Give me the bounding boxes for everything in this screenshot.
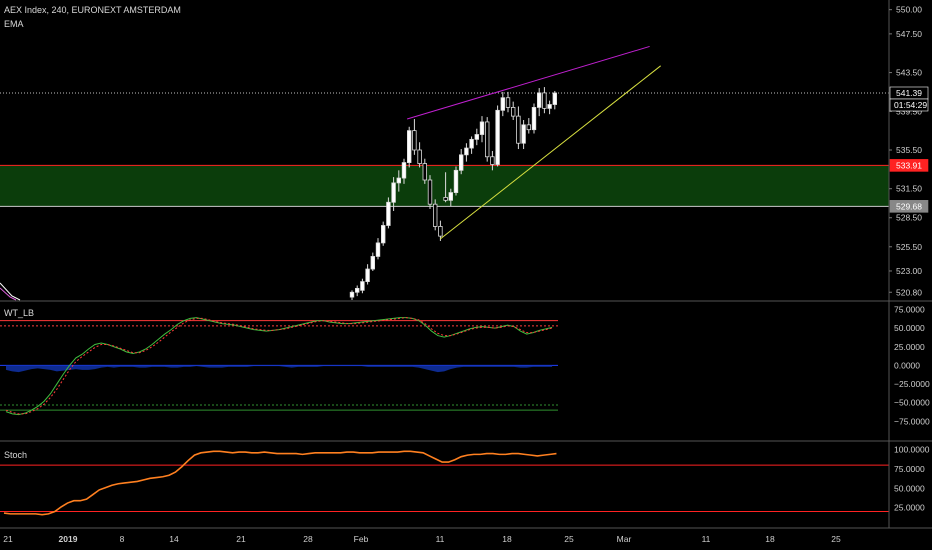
- price-label-box: [889, 159, 929, 172]
- price-label: 529.68: [896, 201, 922, 211]
- candle[interactable]: [427, 179, 433, 205]
- stoch-tick-label: 75.0000: [894, 464, 925, 474]
- price-panel[interactable]: [0, 45, 889, 301]
- candle[interactable]: [438, 226, 443, 237]
- candle[interactable]: [354, 287, 360, 293]
- price-tick-label: 525.50: [896, 242, 922, 252]
- candle[interactable]: [547, 104, 552, 109]
- candle[interactable]: [531, 107, 537, 131]
- chart-title: AEX Index, 240, EURONEXT AMSTERDAM: [4, 5, 181, 15]
- price-tick-label: 547.50: [896, 29, 922, 39]
- stoch-label: Stoch: [4, 450, 28, 460]
- time-tick-label: 2019: [59, 534, 78, 544]
- candle[interactable]: [474, 134, 479, 140]
- candle[interactable]: [349, 291, 355, 298]
- wt-tick-label: −25.0000: [894, 379, 930, 389]
- candle[interactable]: [537, 92, 542, 108]
- wt-tick-label: −50.0000: [894, 398, 930, 408]
- time-tick-label: 21: [3, 534, 13, 544]
- time-tick-label: 21: [236, 534, 246, 544]
- time-tick-label: 14: [169, 534, 179, 544]
- time-tick-label: 11: [702, 534, 711, 544]
- candle[interactable]: [432, 203, 438, 227]
- time-tick-label: 11: [436, 534, 445, 544]
- candle[interactable]: [490, 156, 495, 165]
- wt-tick-label: 0.0000: [894, 360, 920, 370]
- indicator-label: EMA: [4, 19, 24, 29]
- candle[interactable]: [516, 115, 521, 144]
- price-tick-label: 520.80: [896, 287, 922, 297]
- candle[interactable]: [391, 182, 396, 203]
- ema-line: [0, 282, 21, 301]
- wt-tick-label: 25.0000: [894, 342, 925, 352]
- time-tick-label: Mar: [617, 534, 632, 544]
- wt1-line[interactable]: [5, 317, 553, 416]
- candle[interactable]: [365, 268, 370, 283]
- price-tick-label: 531.50: [896, 184, 922, 194]
- candle[interactable]: [375, 242, 381, 257]
- candle[interactable]: [484, 121, 490, 158]
- candle[interactable]: [458, 154, 464, 171]
- wt-tick-label: −75.0000: [894, 416, 930, 426]
- stoch-tick-label: 100.0000: [894, 445, 930, 455]
- price-label: 541.39: [896, 88, 922, 98]
- wt-tick-label: 50.0000: [894, 323, 925, 333]
- trendline-lower[interactable]: [439, 65, 661, 240]
- time-tick-label: 18: [502, 534, 512, 544]
- stoch-line[interactable]: [3, 450, 557, 516]
- time-tick-label: 8: [120, 534, 125, 544]
- candle[interactable]: [401, 162, 407, 179]
- time-tick-label: Feb: [354, 534, 369, 544]
- trendline-upper[interactable]: [406, 45, 650, 120]
- price-tick-label: 523.00: [896, 266, 922, 276]
- candle[interactable]: [370, 256, 375, 270]
- stoch-tick-label: 50.0000: [894, 483, 925, 493]
- candle[interactable]: [417, 149, 422, 164]
- candle[interactable]: [380, 225, 386, 244]
- candle[interactable]: [495, 109, 500, 165]
- candle[interactable]: [505, 97, 511, 108]
- candle[interactable]: [386, 201, 391, 226]
- ema-line: [0, 287, 17, 301]
- countdown-label: 01:54:29: [894, 100, 927, 110]
- candle[interactable]: [526, 124, 531, 131]
- countdown-box: [889, 98, 929, 112]
- time-tick-label: 18: [765, 534, 775, 544]
- price-tick-label: 528.50: [896, 213, 922, 223]
- time-tick-label: 25: [564, 534, 574, 544]
- wt-histogram: [6, 365, 553, 373]
- price-tick-label: 535.50: [896, 145, 922, 155]
- candle[interactable]: [510, 107, 516, 117]
- candle[interactable]: [360, 281, 365, 291]
- candle[interactable]: [396, 177, 401, 184]
- stochastic-panel[interactable]: [0, 450, 889, 516]
- candle[interactable]: [406, 130, 412, 163]
- time-tick-label: 25: [831, 534, 841, 544]
- candle[interactable]: [469, 138, 474, 149]
- price-label-box: [889, 200, 929, 213]
- candle[interactable]: [443, 197, 448, 201]
- candle[interactable]: [552, 92, 557, 105]
- wt2-line[interactable]: [5, 317, 553, 415]
- candle[interactable]: [464, 147, 469, 156]
- candle[interactable]: [422, 163, 427, 181]
- wavetrend-label: WT_LB: [4, 308, 35, 318]
- stoch-tick-label: 25.0000: [894, 503, 925, 513]
- candle[interactable]: [479, 121, 485, 135]
- candle[interactable]: [448, 192, 453, 201]
- time-tick-label: 28: [303, 534, 313, 544]
- candle[interactable]: [542, 92, 547, 109]
- price-label: 533.91: [896, 160, 922, 170]
- candle[interactable]: [521, 124, 526, 144]
- candle[interactable]: [453, 169, 459, 193]
- price-tick-label: 550.00: [896, 5, 922, 15]
- wavetrend-panel[interactable]: [0, 317, 558, 416]
- price-tick-label: 543.50: [896, 68, 922, 78]
- candle[interactable]: [500, 97, 505, 111]
- candle[interactable]: [412, 130, 417, 151]
- wt-tick-label: 75.0000: [894, 304, 925, 314]
